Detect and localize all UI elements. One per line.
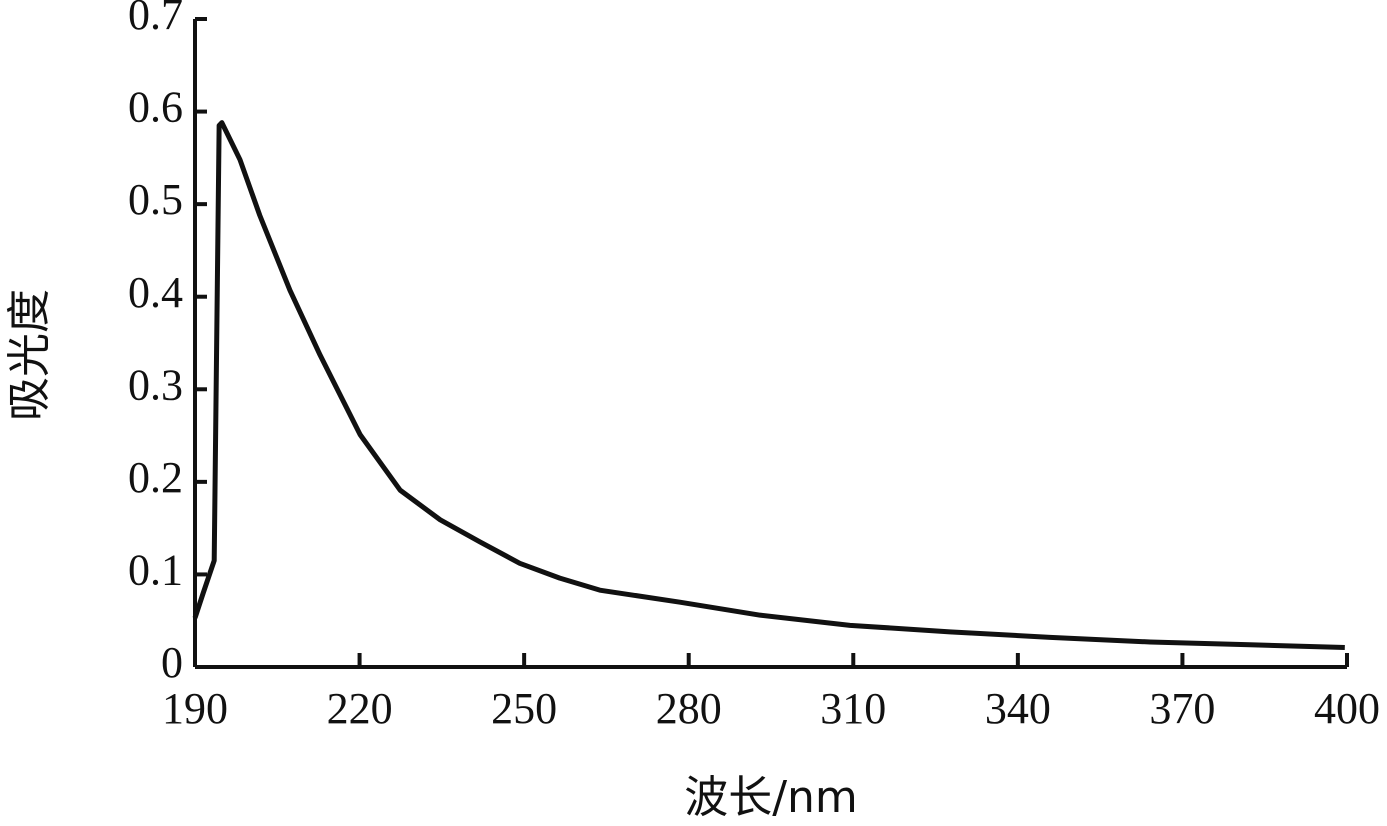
y-tick-label: 0.2 [128,453,183,502]
data-line [192,120,1345,651]
y-axis-title: 吸光度 [4,289,55,421]
x-tick-label: 370 [1149,684,1215,733]
y-tick-label: 0.1 [128,546,183,595]
x-tick-label: 400 [1314,684,1380,733]
y-tick-label: 0 [161,638,183,687]
y-tick-label: 0.3 [128,360,183,409]
x-axis-title: 波长/nm [684,772,858,823]
x-tick-label: 310 [820,684,886,733]
x-tick-label: 340 [985,684,1051,733]
y-tick-label: 0.6 [128,83,183,132]
y-tick-label: 0.4 [128,268,183,317]
x-tick-label: 190 [162,684,228,733]
x-tick-label: 220 [327,684,393,733]
x-tick-label: 280 [656,684,722,733]
y-tick-label: 0.5 [128,175,183,224]
y-tick-label: 0.7 [128,0,183,39]
x-tick-label: 250 [491,684,557,733]
